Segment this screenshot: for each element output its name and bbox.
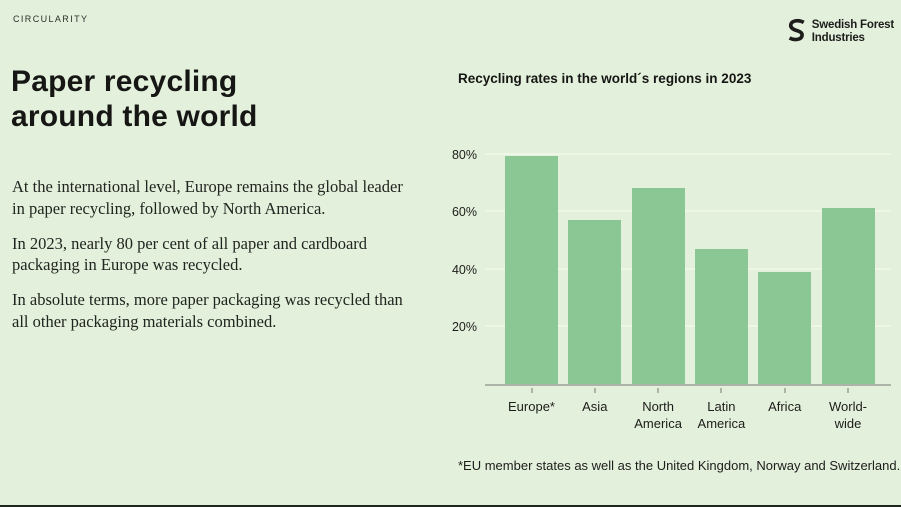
s-swirl-logo-icon	[784, 18, 809, 45]
y-axis-tick-label: 20%	[451, 320, 477, 335]
bar-north-america	[631, 188, 685, 384]
y-axis-tick-label: 40%	[451, 262, 477, 277]
eyebrow-label: CIRCULARITY	[13, 14, 89, 24]
paragraph-1: At the international level, Europe remai…	[12, 177, 403, 218]
y-axis-tick-label: 60%	[451, 205, 477, 220]
slide-bottom-border	[0, 505, 901, 507]
paragraph-3: In absolute terms, more paper packaging …	[12, 290, 403, 331]
page-title-line2: around the world	[11, 100, 258, 134]
bar-chart-plot-area: 20% 40% 60% 80% Europe* Asia North America Latin…	[452, 144, 891, 431]
swedish-forest-industries-logo: Swedish Forest Industries	[784, 18, 894, 45]
body-copy: At the international level, Europe remai…	[12, 176, 404, 346]
x-axis-label-line: Latin	[707, 399, 736, 414]
x-axis-tick	[657, 388, 660, 393]
y-axis-tick-label: 80%	[451, 147, 477, 162]
gridline-60%	[485, 210, 891, 213]
bar-asia	[568, 219, 622, 384]
gridline-80%	[485, 152, 891, 155]
x-axis-label: Europe*	[487, 399, 577, 416]
page-title: Paper recycling around the world	[11, 64, 431, 134]
logo-wordmark-line1: Swedish Forest	[811, 19, 894, 32]
bar-europe-	[505, 156, 558, 384]
x-axis-tick	[530, 388, 533, 393]
x-axis-tick	[720, 388, 723, 393]
x-axis-label-line: North	[642, 399, 674, 414]
bar-africa	[758, 271, 812, 384]
x-axis-label-line: World-	[828, 399, 868, 414]
paragraph-2: In 2023, nearly 80 per cent of all paper…	[12, 233, 368, 275]
gridline-20%	[485, 325, 891, 328]
x-axis-label: North America	[613, 399, 703, 432]
x-axis-tick	[593, 388, 596, 393]
bar-world-wide	[821, 208, 875, 384]
x-axis-label-line: Europe*	[508, 399, 555, 414]
x-axis-label-line: America	[697, 415, 746, 431]
chart-title: Recycling rates in the world´s regions i…	[458, 71, 752, 86]
x-axis-label: Asia	[550, 399, 640, 416]
chart-footnote: *EU member states as well as the United …	[458, 458, 901, 473]
logo-wordmark: Swedish Forest Industries	[812, 19, 894, 44]
gridline-40%	[485, 267, 891, 270]
x-axis-label: Africa	[740, 399, 830, 416]
x-axis-label: Latin America	[676, 399, 766, 432]
x-axis-label: World-wide	[803, 399, 893, 432]
x-axis-tick	[847, 388, 849, 393]
bar-latin-america	[694, 248, 748, 384]
page-title-line1: Paper recycling	[11, 65, 238, 98]
x-axis-label-line: Africa	[768, 399, 802, 414]
x-axis-label-line: wide	[834, 415, 862, 431]
logo-wordmark-line2: Industries	[811, 31, 865, 44]
x-axis-label-line: America	[634, 415, 682, 431]
x-axis-label-line: Asia	[582, 399, 608, 414]
x-axis-tick	[783, 388, 786, 393]
